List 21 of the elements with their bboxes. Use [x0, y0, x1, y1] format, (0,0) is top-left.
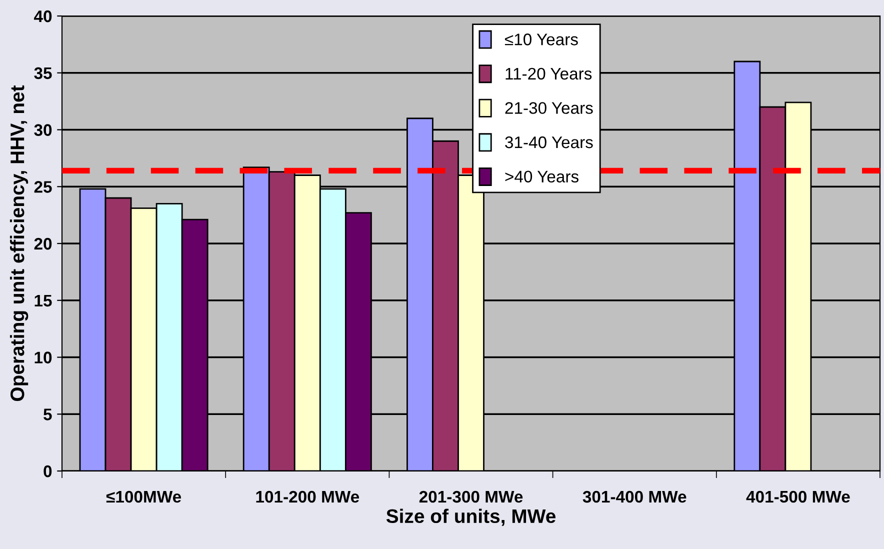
legend-label: 11-20 Years [506, 68, 592, 80]
y-tick-label: 35 [34, 67, 52, 80]
legend-label: 31-40 Years [505, 136, 593, 148]
x-tick-label: 301-400 MWe [582, 490, 686, 503]
y-tick-label: 5 [44, 408, 52, 420]
legend-label: ≤10 Years [504, 34, 578, 46]
y-tick-label: 10 [34, 352, 52, 364]
y-tick-label: 15 [34, 294, 52, 307]
legend-label: >40 Years [505, 170, 578, 182]
y-tick-label: 0 [44, 465, 52, 478]
y-axis-title: Operating unit efficiency, HHV, net [10, 85, 28, 401]
x-axis-title: Size of units, MWe [386, 508, 556, 526]
x-tick-label: ≤100MWe [106, 490, 182, 503]
y-tick-label: 20 [34, 238, 52, 250]
x-tick-label: 101-200 MWe [256, 490, 360, 503]
legend-label: 21-30 Years [505, 102, 593, 114]
y-tick-label: 40 [34, 10, 52, 22]
x-tick-label: 401-500 MWe [746, 490, 850, 503]
y-tick-label: 30 [34, 124, 52, 136]
y-tick-label: 25 [34, 181, 52, 193]
x-tick-label: 201-300 MWe [419, 490, 523, 503]
